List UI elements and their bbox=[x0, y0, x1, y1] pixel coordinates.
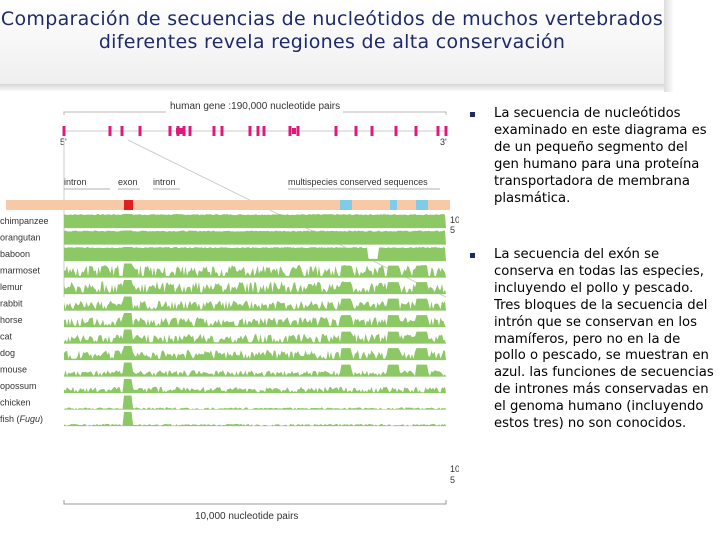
figure-background bbox=[0, 92, 459, 532]
intron-left-label: intron bbox=[64, 177, 87, 187]
conservation-profile bbox=[64, 247, 446, 261]
species-label: baboon bbox=[0, 249, 30, 259]
exon-mark bbox=[168, 126, 172, 136]
exon-label: exon bbox=[118, 177, 138, 187]
exon-mark bbox=[256, 126, 260, 136]
conservation-figure: human gene :190,000 nucleotide pairs 5' … bbox=[0, 92, 459, 532]
conserved-box bbox=[340, 200, 352, 210]
conservation-profile bbox=[64, 346, 446, 360]
species-tracks: chimpanzee orangutan baboon marmoset lemur ra… bbox=[0, 214, 446, 427]
exon-mark bbox=[288, 126, 292, 136]
bullet-marker bbox=[470, 112, 475, 117]
exon-cluster bbox=[292, 128, 296, 134]
exon-mark bbox=[62, 126, 66, 136]
conservation-profile bbox=[64, 214, 446, 228]
conservation-profile bbox=[64, 412, 446, 426]
conserved-boxes bbox=[340, 200, 428, 210]
species-label: chimpanzee bbox=[0, 216, 49, 226]
axis-top-label: 10 bbox=[450, 215, 459, 225]
species-label: horse bbox=[0, 315, 23, 325]
exon-mark bbox=[188, 126, 192, 136]
exon-mark bbox=[394, 126, 398, 136]
species-label: chicken bbox=[0, 398, 31, 408]
exon-mark bbox=[296, 126, 300, 136]
bullet-text: La secuencia de nucleótidos examinado en… bbox=[494, 106, 707, 206]
exon-mark bbox=[212, 126, 216, 136]
species-label: fish (Fugu) bbox=[0, 414, 43, 424]
species-label: orangutan bbox=[0, 233, 41, 243]
scale-bar bbox=[63, 500, 447, 505]
species-label: marmoset bbox=[0, 266, 41, 276]
exon-mark bbox=[120, 126, 124, 136]
text-panel: La secuencia de nucleótidos examinado en… bbox=[459, 92, 720, 510]
conservation-profile bbox=[64, 230, 446, 245]
species-label: dog bbox=[0, 348, 15, 358]
exon-mark bbox=[370, 126, 374, 136]
species-label: rabbit bbox=[0, 299, 23, 309]
exon-mark bbox=[138, 126, 142, 136]
conservation-profile bbox=[64, 379, 446, 393]
bullet-text: La secuencia del exón se conserva en tod… bbox=[494, 247, 714, 432]
exon-marks bbox=[62, 126, 448, 136]
title-shadow bbox=[0, 84, 664, 92]
species-label: opossum bbox=[0, 381, 37, 391]
axis-bottom-label-fish: 5 bbox=[450, 475, 455, 485]
conservation-profile bbox=[64, 362, 446, 377]
conserved-box bbox=[416, 200, 428, 210]
conservation-profile bbox=[64, 313, 446, 327]
exon-mark bbox=[354, 126, 358, 136]
conserved-label: multispecies conserved sequences bbox=[288, 177, 428, 187]
scale-bar-label: 10,000 nucleotide pairs bbox=[195, 511, 298, 522]
conservation-profile bbox=[64, 263, 446, 278]
conserved-box bbox=[390, 200, 397, 210]
species-label: lemur bbox=[0, 282, 23, 292]
exon-mark bbox=[444, 126, 448, 136]
species-label: cat bbox=[0, 332, 13, 342]
exon-box bbox=[124, 200, 133, 210]
conservation-profile bbox=[64, 329, 446, 344]
exon-mark bbox=[248, 126, 252, 136]
exon-cluster bbox=[176, 128, 184, 134]
intron-band bbox=[6, 200, 450, 210]
axis-top-label-fish: 10 bbox=[450, 464, 459, 474]
exon-mark bbox=[436, 126, 440, 136]
slide-title: Comparación de secuencias de nucleótidos… bbox=[0, 8, 664, 53]
exon-mark bbox=[108, 126, 112, 136]
exon-mark bbox=[334, 126, 338, 136]
conservation-profile bbox=[64, 296, 446, 311]
gene-label: human gene :190,000 nucleotide pairs bbox=[170, 101, 340, 112]
bullet-marker bbox=[470, 253, 475, 258]
species-label: mouse bbox=[0, 365, 27, 375]
exon-mark bbox=[262, 126, 266, 136]
conservation-profile bbox=[64, 395, 446, 410]
title-bar: Comparación de secuencias de nucleótidos… bbox=[0, 0, 664, 84]
axis-bottom-label: 5 bbox=[450, 225, 455, 235]
corner-shadow bbox=[664, 0, 674, 92]
conservation-profile bbox=[64, 280, 446, 294]
exon-mark bbox=[220, 126, 224, 136]
intron-right-label: intron bbox=[153, 177, 176, 187]
three-prime-label: 3' bbox=[440, 137, 447, 147]
gene-bracket bbox=[63, 111, 447, 115]
exon-mark bbox=[414, 126, 418, 136]
